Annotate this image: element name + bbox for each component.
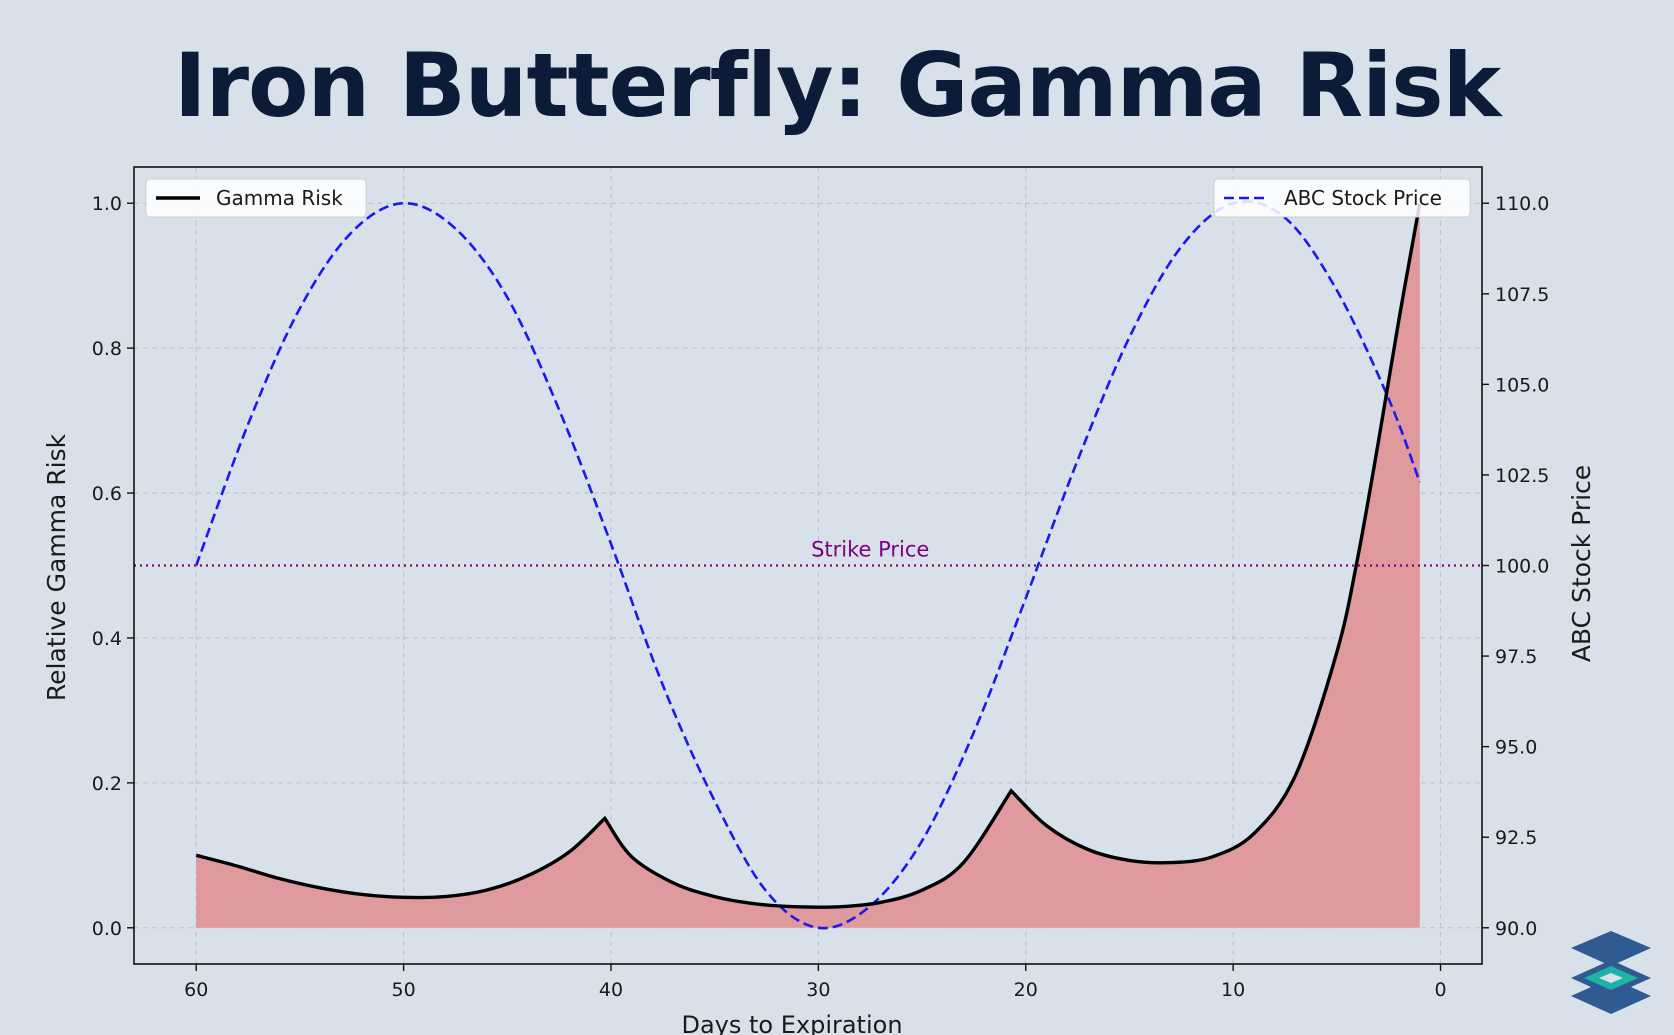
y-right-tick-label: 97.5 <box>1495 646 1537 668</box>
y-left-tick-label: 0.0 <box>92 918 122 940</box>
x-tick-label: 30 <box>806 979 830 1001</box>
y-right-tick-label: 100.0 <box>1495 556 1549 578</box>
y-right-tick-label: 105.0 <box>1495 374 1549 396</box>
strike-price-label: Strike Price <box>811 538 929 562</box>
y-left-axis-label: Relative Gamma Risk <box>42 433 71 701</box>
x-tick-label: 40 <box>599 979 623 1001</box>
x-tick-label: 10 <box>1221 979 1245 1001</box>
abc-stock-price-line <box>194 200 1422 930</box>
y-right-axis-label: ABC Stock Price <box>1567 465 1596 662</box>
legend-layer: Gamma Risk ABC Stock Price <box>145 178 1471 218</box>
x-tick-label: 0 <box>1434 979 1446 1001</box>
x-tick-label: 50 <box>392 979 416 1001</box>
y-right-tick-label: 92.5 <box>1495 827 1537 849</box>
legend-label-gamma: Gamma Risk <box>216 186 343 210</box>
y-right-tick-label: 110.0 <box>1495 193 1549 215</box>
gamma-area-layer <box>196 203 1420 928</box>
gamma-risk-line <box>195 202 1422 909</box>
y-left-tick-label: 0.4 <box>92 628 122 650</box>
page-title: Iron Butterfly: Gamma Risk <box>173 34 1501 137</box>
x-tick-label: 60 <box>184 979 208 1001</box>
legend-box-gamma <box>145 178 367 218</box>
y-right-tick-label: 90.0 <box>1495 918 1537 940</box>
x-tick-label: 20 <box>1014 979 1038 1001</box>
axes: 60 50 40 30 20 10 0 Days to Expiration 0.0 0.2 0.4… <box>42 166 1596 1035</box>
x-axis-label: Days to Expiration <box>681 1011 902 1035</box>
logo-layers-icon <box>1571 931 1651 1014</box>
legend-label-stock: ABC Stock Price <box>1284 186 1442 210</box>
y-left-tick-label: 0.2 <box>92 773 122 795</box>
gamma-risk-area <box>196 203 1420 928</box>
y-right-tick-label: 102.5 <box>1495 465 1549 487</box>
y-right-tick-label: 95.0 <box>1495 737 1537 759</box>
y-left-tick-label: 1.0 <box>92 193 122 215</box>
y-right-tick-label: 107.5 <box>1495 284 1549 306</box>
legend-box-stock <box>1213 178 1471 218</box>
y-left-tick-label: 0.8 <box>92 338 122 360</box>
y-left-tick-label: 0.6 <box>92 483 122 505</box>
